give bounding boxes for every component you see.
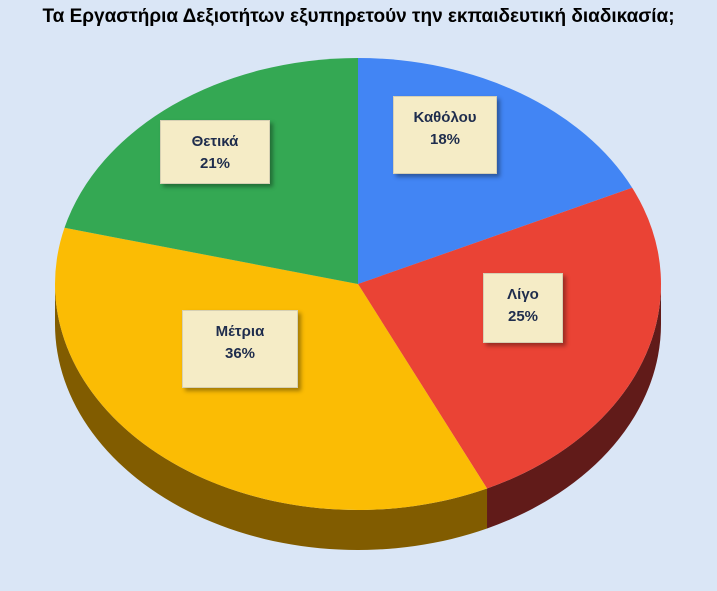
slice-label-name: Θετικά bbox=[191, 133, 239, 150]
pie-side-shade bbox=[55, 284, 661, 550]
slice-label-name: Καθόλου bbox=[413, 109, 477, 126]
slice-label-name: Μέτρια bbox=[215, 323, 265, 340]
slice-label-percent: 18% bbox=[429, 131, 461, 148]
pie-sides bbox=[55, 284, 661, 550]
slice-label-3: Μέτρια 36% bbox=[182, 310, 298, 388]
slice-label-percent: 21% bbox=[199, 155, 231, 172]
slice-label-percent: 36% bbox=[224, 345, 256, 362]
pie-slices bbox=[54, 57, 661, 511]
slice-label-2: Λίγο 25% bbox=[483, 273, 563, 343]
pie-slice-side-2 bbox=[487, 284, 661, 529]
chart-title: Τα Εργαστήρια Δεξιοτήτων εξυπηρετούν την… bbox=[42, 6, 675, 27]
pie-slice-side-3 bbox=[55, 284, 488, 550]
slice-label-percent: 25% bbox=[507, 308, 539, 325]
slice-label-name: Λίγο bbox=[507, 286, 539, 303]
slice-label-4: Θετικά 21% bbox=[160, 120, 270, 184]
slice-label-1: Καθόλου 18% bbox=[393, 96, 497, 174]
